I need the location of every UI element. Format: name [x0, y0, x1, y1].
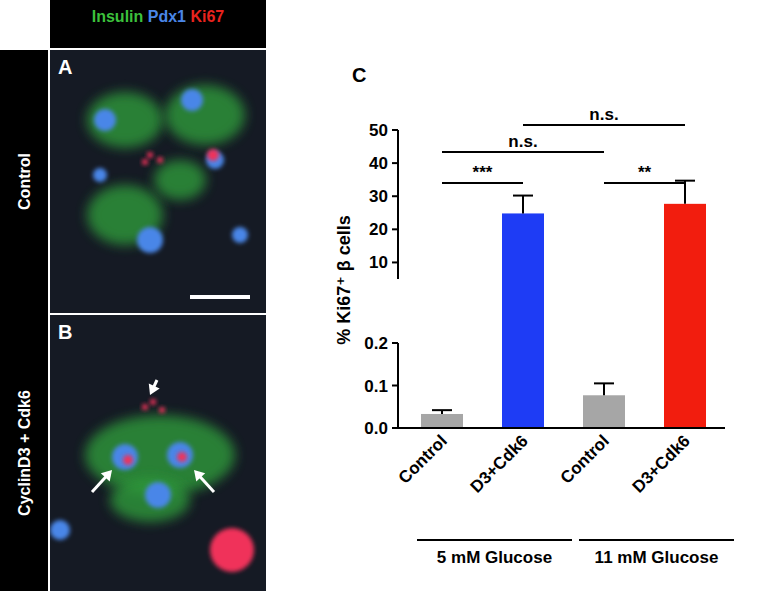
comparison-line: [442, 182, 523, 184]
error-cap: [675, 180, 695, 182]
cells: [50, 374, 254, 572]
panel-label: C: [352, 64, 366, 86]
ki67-stain: [207, 149, 219, 161]
insulin-stain: [110, 478, 190, 522]
nucleus: [181, 89, 203, 111]
nucleus: [112, 444, 138, 470]
insulin-stain: [87, 92, 163, 148]
y-tick-label: 10: [369, 253, 388, 272]
figure: Insulin Pdx1 Ki67 A Control B CyclinD3 + Cdk…: [0, 0, 771, 591]
y-tick-label: 0.1: [364, 377, 388, 396]
ki67-stain: [142, 404, 148, 410]
bar: [502, 213, 544, 279]
panel-label: B: [58, 321, 72, 343]
bar: [664, 343, 706, 428]
cells: [87, 85, 250, 299]
micrograph: A: [50, 50, 266, 313]
bar: [664, 204, 706, 279]
nucleus: [137, 227, 163, 253]
insulin-stain: [154, 160, 206, 200]
y-tick-label: 20: [369, 220, 388, 239]
y-tick: [392, 162, 398, 164]
significance-label: n.s.: [508, 132, 537, 151]
nucleus: [232, 227, 248, 243]
y-tick-label: 40: [369, 154, 388, 173]
arrow-head: [149, 383, 160, 395]
y-tick-label: 0.2: [364, 334, 388, 353]
insulin-stain: [165, 85, 245, 145]
stain-name: Ki67: [186, 8, 224, 25]
y-tick-label: 30: [369, 187, 388, 206]
stain-header-bg: [50, 0, 266, 48]
ki67-stain: [147, 152, 153, 158]
error-cap: [432, 409, 452, 411]
ki67-stain: [157, 157, 163, 163]
significance-label: **: [638, 163, 652, 182]
row-label: CyclinD3 + Cdk6: [16, 390, 33, 516]
x-axis-line: [398, 427, 725, 429]
nucleus: [93, 168, 107, 182]
stain-header: Insulin Pdx1 Ki67: [92, 8, 225, 25]
error-cap: [513, 195, 533, 197]
micrograph: B: [24, 315, 266, 591]
ki67-stain: [123, 455, 133, 465]
ki67-stain: [210, 528, 254, 572]
bar: [583, 395, 625, 428]
group-label: 5 mM Glucose: [437, 548, 552, 567]
ki67-stain: [150, 399, 156, 405]
y-tick: [392, 385, 398, 387]
ki67-stain: [177, 452, 187, 462]
error-bar: [684, 181, 686, 204]
error-bar: [522, 196, 524, 214]
error-cap: [594, 382, 614, 384]
scale-bar: [190, 295, 250, 299]
group-label: 11 mM Glucose: [595, 548, 719, 567]
ki67-stain: [142, 159, 148, 165]
y-tick: [392, 129, 398, 131]
nucleus: [167, 442, 193, 468]
micrograph-bg: [50, 315, 266, 591]
category-label: D3+Cdk6: [629, 431, 694, 496]
bar: [502, 343, 544, 428]
group-line: [579, 539, 734, 541]
nucleus: [145, 482, 171, 508]
group-line: [417, 539, 572, 541]
arrow-head: [194, 470, 205, 481]
y-tick: [392, 195, 398, 197]
page: {"figure": {"stain_header": [{"text": "I…: [0, 0, 771, 591]
nucleus: [94, 109, 116, 131]
bar: [421, 414, 463, 428]
bar-bridge: [664, 279, 706, 343]
nucleus: [50, 520, 70, 540]
y-tick: [392, 228, 398, 230]
ki67-stain: [159, 407, 165, 413]
bars: [421, 343, 706, 428]
y-axis-label: % Ki67⁺ β cells: [334, 215, 354, 345]
stain-name: Insulin: [92, 8, 144, 25]
y-axis-line: [397, 130, 399, 279]
bar-bridge: [502, 279, 544, 343]
comparison-line: [442, 151, 604, 153]
category-label: Control: [395, 431, 451, 487]
y-tick: [392, 342, 398, 344]
y-tick-label: 0.0: [364, 419, 388, 438]
y-tick-label: 50: [369, 121, 388, 140]
row-label: Control: [16, 153, 33, 210]
comparison-line: [523, 124, 685, 126]
category-label: Control: [557, 431, 613, 487]
y-tick: [392, 261, 398, 263]
panel-label: A: [58, 56, 72, 78]
stain-name: Pdx1: [143, 8, 186, 25]
significance-label: n.s.: [589, 105, 618, 124]
arrow-head: [101, 470, 112, 481]
y-tick: [392, 427, 398, 429]
error-bar: [603, 383, 605, 395]
category-label: D3+Cdk6: [467, 431, 532, 496]
comparison-line: [604, 182, 685, 184]
bars: [421, 181, 706, 279]
significance-label: ***: [473, 163, 493, 182]
row-label-bg: [0, 50, 48, 591]
micrograph-bg: [50, 50, 266, 313]
